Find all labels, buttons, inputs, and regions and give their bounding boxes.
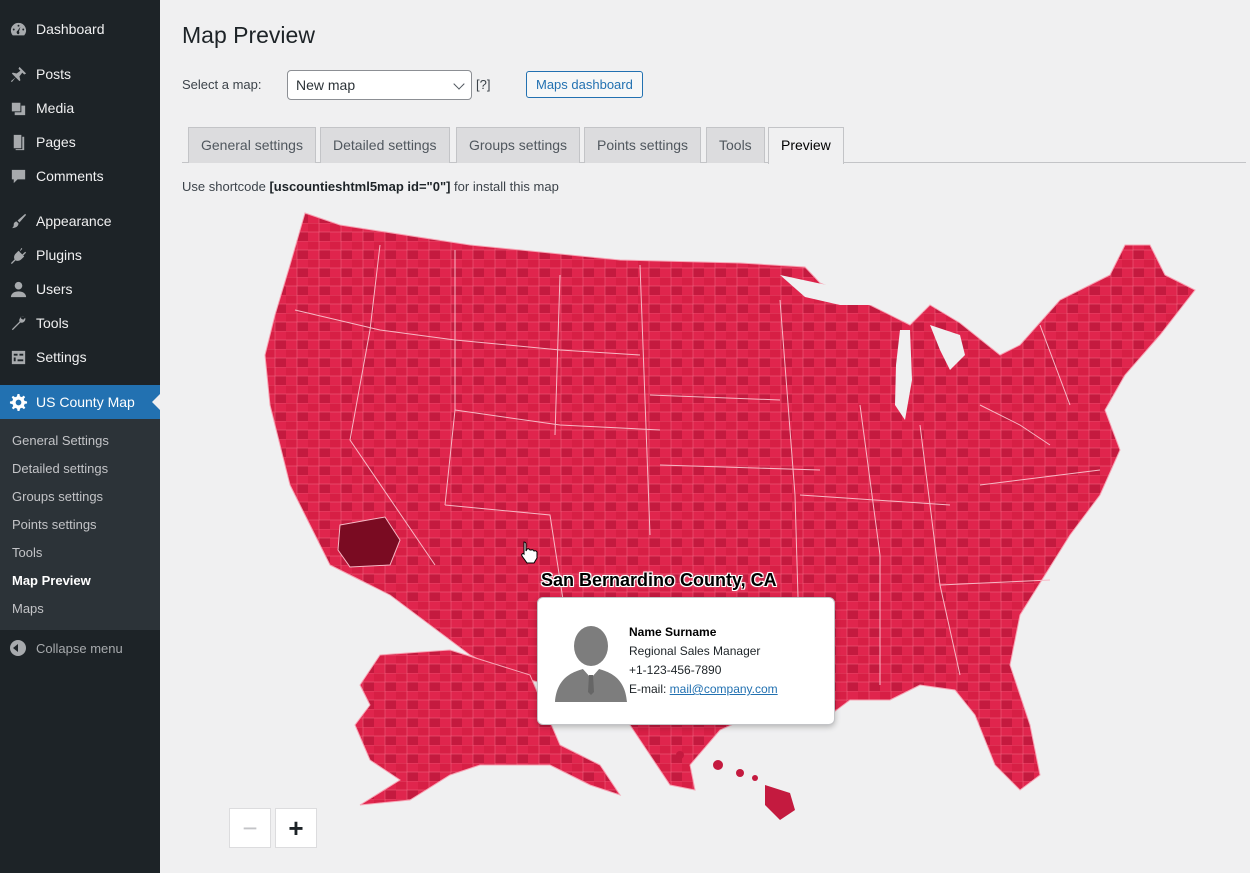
email-link[interactable]: mail@company.com <box>669 682 778 696</box>
submenu: General Settings Detailed settings Group… <box>0 419 160 630</box>
lake-michigan-shape <box>895 330 912 420</box>
collapse-label: Collapse menu <box>36 640 123 656</box>
media-icon <box>0 91 36 125</box>
brush-icon <box>0 204 36 238</box>
select-map-label: Select a map: <box>182 77 262 92</box>
menu-label: Tools <box>36 315 69 331</box>
lake-huron-shape <box>930 325 965 370</box>
admin-sidebar: Dashboard Posts Media Pages Comments App… <box>0 0 160 873</box>
tab-general-settings[interactable]: General settings <box>188 127 316 163</box>
submenu-maps[interactable]: Maps <box>12 601 44 616</box>
menu-label: Plugins <box>36 247 82 263</box>
contact-phone: +1-123-456-7890 <box>629 663 722 677</box>
gear-icon <box>0 385 36 419</box>
collapse-menu-button[interactable]: Collapse menu <box>0 636 160 660</box>
submenu-tools[interactable]: Tools <box>12 545 43 560</box>
submenu-detailed-settings[interactable]: Detailed settings <box>12 461 109 476</box>
tab-groups-settings[interactable]: Groups settings <box>456 127 581 163</box>
main-content: Map Preview Select a map: New map [?] Ma… <box>160 0 1250 873</box>
menu-label: Appearance <box>36 213 112 229</box>
dashboard-icon <box>0 12 36 46</box>
tab-preview[interactable]: Preview <box>768 127 844 164</box>
menu-label: Pages <box>36 134 76 150</box>
comment-icon <box>0 159 36 193</box>
submenu-general-settings[interactable]: General Settings <box>12 433 109 448</box>
menu-tools[interactable]: Tools <box>0 306 160 340</box>
submenu-map-preview[interactable]: Map Preview <box>12 573 91 588</box>
alaska-shape[interactable] <box>354 649 622 806</box>
user-icon <box>0 272 36 306</box>
menu-label: US County Map <box>36 394 135 410</box>
menu-settings[interactable]: Settings <box>0 340 160 374</box>
shortcode-code: [uscountieshtml5map id="0"] <box>269 179 451 194</box>
chevron-down-icon <box>453 78 465 90</box>
plugin-icon <box>0 238 36 272</box>
menu-appearance[interactable]: Appearance <box>0 204 160 238</box>
county-tooltip: Name Surname Regional Sales Manager +1-1… <box>537 597 835 725</box>
menu-label: Posts <box>36 66 72 82</box>
contact-role: Regional Sales Manager <box>629 644 761 658</box>
settings-tabs: General settings Detailed settings Group… <box>182 127 1246 164</box>
menu-comments[interactable]: Comments <box>0 159 160 193</box>
menu-pages[interactable]: Pages <box>0 125 160 159</box>
settings-icon <box>0 340 36 374</box>
hand-cursor-icon <box>521 541 538 564</box>
us-county-map[interactable] <box>220 205 1220 835</box>
san-bernardino-county-shape[interactable] <box>337 516 401 568</box>
wrench-icon <box>0 306 36 340</box>
menu-label: Media <box>36 100 75 116</box>
menu-label: Dashboard <box>36 21 105 37</box>
help-link[interactable]: [?] <box>476 77 491 92</box>
page-title: Map Preview <box>182 22 315 48</box>
great-lakes-shape <box>780 275 880 305</box>
submenu-points-settings[interactable]: Points settings <box>12 517 97 532</box>
shortcode-suffix: for install this map <box>450 179 559 194</box>
zoom-out-button[interactable]: − <box>229 808 271 848</box>
shortcode-prefix: Use shortcode <box>182 179 270 194</box>
hovered-county-label: San Bernardino County, CA <box>541 570 777 590</box>
person-avatar-icon <box>555 626 627 702</box>
hawaii-shape[interactable] <box>676 751 795 820</box>
submenu-groups-settings[interactable]: Groups settings <box>12 489 104 504</box>
tab-tools[interactable]: Tools <box>706 127 765 163</box>
menu-label: Settings <box>36 349 87 365</box>
tab-detailed-settings[interactable]: Detailed settings <box>320 127 450 163</box>
menu-users[interactable]: Users <box>0 272 160 306</box>
maps-dashboard-button[interactable]: Maps dashboard <box>526 71 643 98</box>
collapse-icon <box>0 640 36 656</box>
contact-name: Name Surname <box>629 625 717 639</box>
map-select[interactable]: New map <box>287 70 472 100</box>
menu-plugins[interactable]: Plugins <box>0 238 160 272</box>
tab-points-settings[interactable]: Points settings <box>584 127 702 163</box>
pages-icon <box>0 125 36 159</box>
email-label: E-mail: <box>629 682 670 696</box>
contact-email-row: E-mail: mail@company.com <box>629 682 778 696</box>
menu-us-county-map[interactable]: US County Map <box>0 385 160 419</box>
menu-posts[interactable]: Posts <box>0 57 160 91</box>
menu-label: Users <box>36 281 73 297</box>
map-select-value: New map <box>296 77 356 93</box>
menu-label: Comments <box>36 168 104 184</box>
pin-icon <box>0 57 36 91</box>
menu-dashboard[interactable]: Dashboard <box>0 12 160 46</box>
shortcode-hint: Use shortcode [uscountieshtml5map id="0"… <box>182 179 559 194</box>
menu-media[interactable]: Media <box>0 91 160 125</box>
zoom-in-button[interactable]: + <box>275 808 317 848</box>
